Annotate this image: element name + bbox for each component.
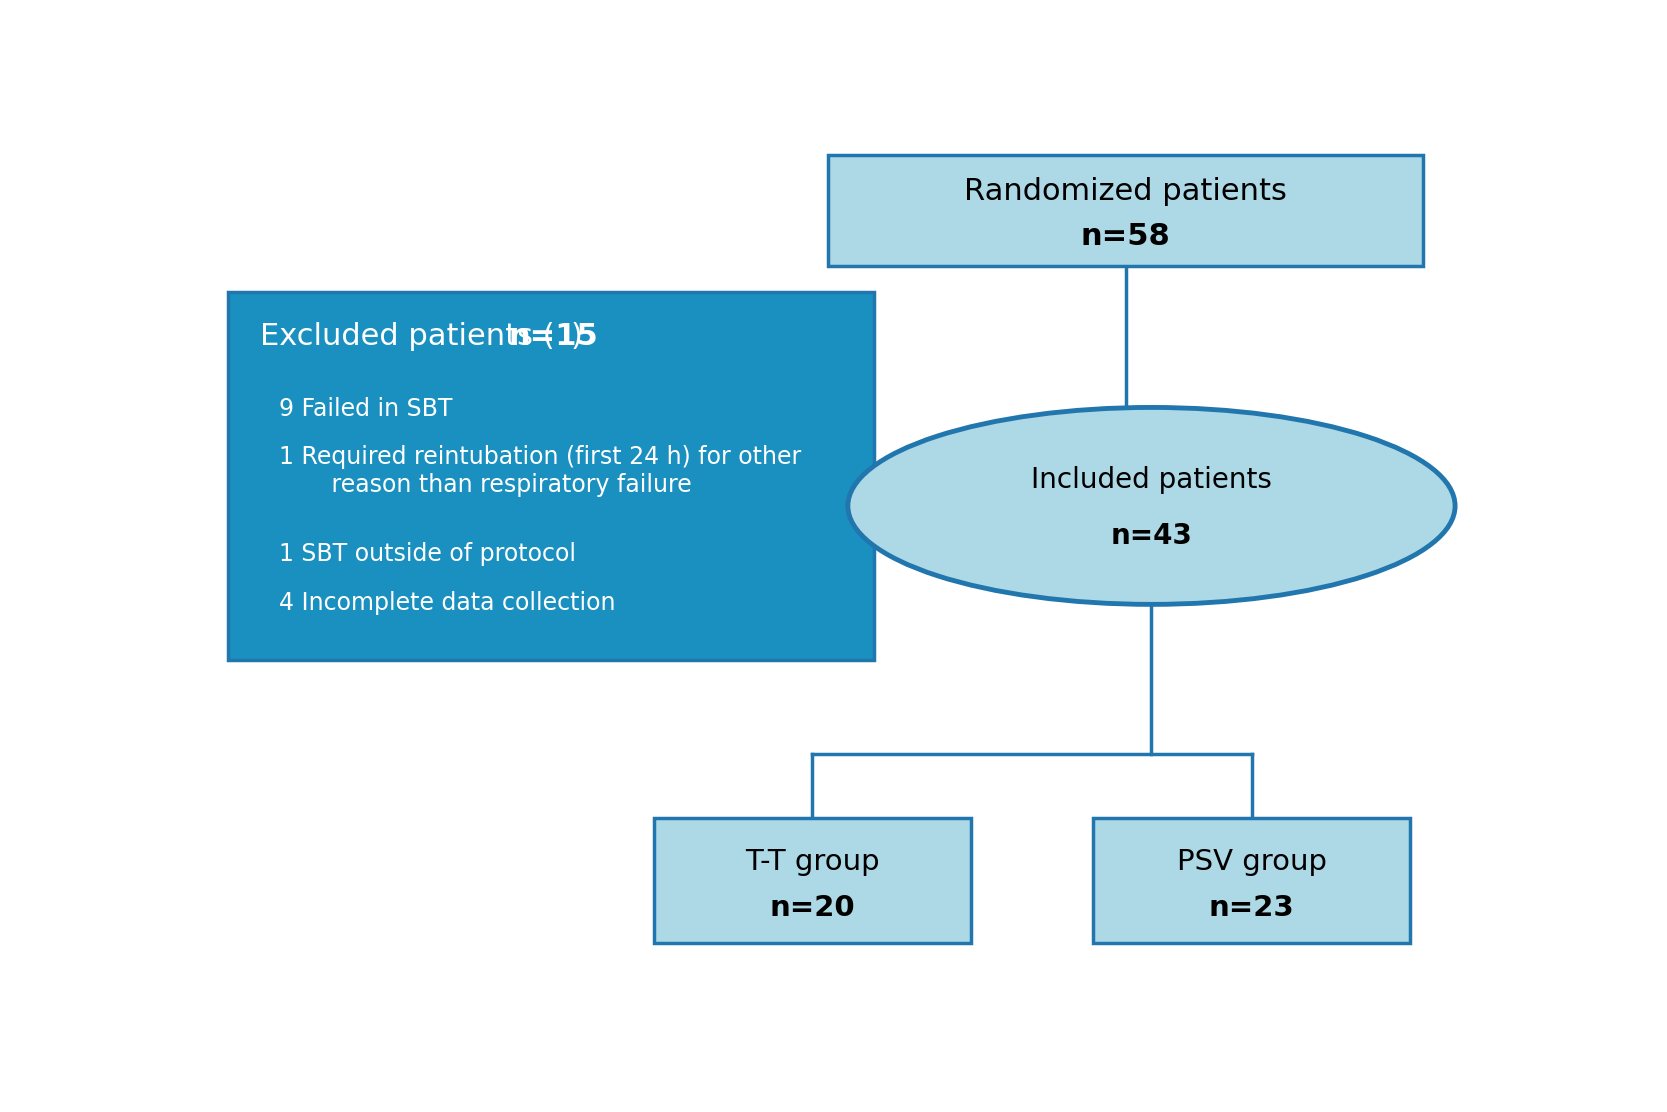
FancyBboxPatch shape [228, 291, 874, 661]
Text: Randomized patients: Randomized patients [964, 177, 1287, 206]
Text: n=15: n=15 [508, 321, 598, 351]
Text: n=58: n=58 [1080, 221, 1170, 250]
Text: n=43: n=43 [1110, 522, 1192, 549]
Text: Included patients: Included patients [1032, 466, 1272, 494]
FancyBboxPatch shape [828, 155, 1424, 266]
FancyBboxPatch shape [653, 818, 970, 943]
Text: n=23: n=23 [1209, 894, 1295, 922]
FancyBboxPatch shape [1094, 818, 1410, 943]
Text: 1 SBT outside of protocol: 1 SBT outside of protocol [280, 542, 577, 566]
Text: 4 Incomplete data collection: 4 Incomplete data collection [280, 592, 615, 615]
Text: 1 Required reintubation (first 24 h) for other
       reason than respiratory fa: 1 Required reintubation (first 24 h) for… [280, 445, 802, 497]
Text: n=20: n=20 [770, 894, 855, 922]
Ellipse shape [849, 407, 1455, 605]
Text: ): ) [570, 321, 582, 351]
Text: T-T group: T-T group [745, 847, 880, 876]
Text: 9 Failed in SBT: 9 Failed in SBT [280, 397, 453, 421]
Text: Excluded patients (: Excluded patients ( [260, 321, 555, 351]
Text: PSV group: PSV group [1177, 847, 1327, 876]
